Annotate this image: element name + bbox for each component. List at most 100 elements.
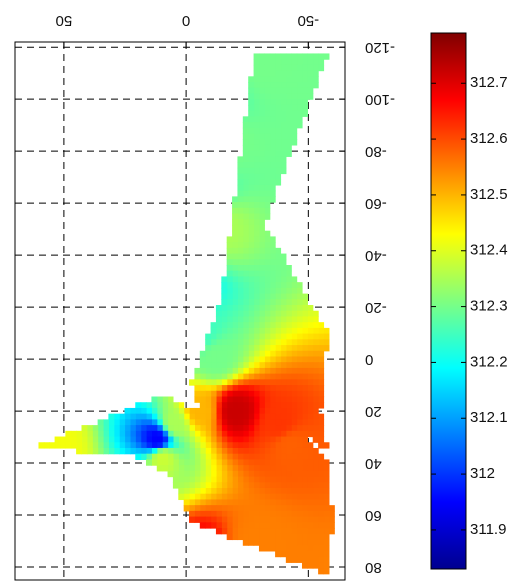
heatmap-cell (264, 270, 271, 278)
heatmap-cell (103, 436, 109, 443)
heatmap-cell (242, 242, 249, 249)
heatmap-cell (248, 270, 255, 278)
heatmap-cell (280, 287, 287, 295)
heatmap-cell (275, 367, 282, 375)
heatmap-cell (210, 350, 217, 358)
heatmap-cell (312, 505, 319, 512)
heatmap-cell (291, 453, 298, 461)
heatmap-cell (167, 465, 174, 472)
heatmap-cell (269, 545, 276, 552)
heatmap-cell (253, 533, 260, 541)
heatmap-cell (291, 127, 298, 135)
heatmap-cell (221, 305, 228, 312)
heatmap-cell (301, 528, 308, 535)
heatmap-cell (210, 373, 217, 380)
heatmap-cell (248, 196, 255, 203)
heatmap-cell (248, 207, 255, 215)
heatmap-cell (210, 465, 217, 472)
heatmap-cell (221, 459, 228, 466)
heatmap-cell (108, 430, 115, 438)
heatmap-cell (264, 545, 271, 552)
heatmap-cell (269, 76, 276, 83)
heatmap-cell (264, 322, 271, 329)
heatmap-cell (199, 459, 206, 466)
heatmap-cell (264, 447, 271, 455)
heatmap-cell (312, 459, 319, 466)
heatmap-cell (237, 419, 244, 426)
heatmap-cell (226, 305, 233, 312)
heatmap-cell (226, 247, 233, 255)
heatmap-cell (312, 350, 319, 358)
heatmap-cell (205, 487, 212, 495)
heatmap-cell (291, 276, 298, 283)
heatmap-cell (264, 213, 271, 220)
colorbar: 312.7312.6312.5312.4312.3312.2312.131231… (430, 32, 508, 570)
heatmap-cell (312, 436, 319, 443)
heatmap-cell (280, 419, 287, 426)
heatmap-cell (248, 493, 255, 501)
heatmap-cell (232, 259, 239, 266)
heatmap-cell (301, 333, 308, 340)
heatmap-cell (183, 442, 190, 449)
heatmap-cell (199, 425, 206, 432)
heatmap-cell (258, 385, 265, 392)
heatmap-cell (264, 316, 271, 323)
heatmap-cell (269, 430, 276, 438)
heatmap-cell (221, 510, 228, 518)
heatmap-cell (275, 385, 282, 392)
heatmap-cell (76, 436, 83, 443)
heatmap-cell (291, 339, 298, 346)
heatmap-cell (280, 425, 287, 432)
heatmap-cell (269, 470, 276, 478)
heatmap-cell (269, 407, 276, 415)
heatmap-cell (318, 482, 325, 489)
heatmap-cell (76, 442, 83, 449)
heatmap-cell (307, 476, 314, 483)
heatmap-cell (253, 87, 260, 95)
heatmap-cell (146, 419, 152, 426)
heatmap-cell (312, 425, 319, 432)
heatmap-cell (237, 447, 244, 455)
heatmap-cell (172, 447, 179, 455)
heatmap-cell (172, 442, 179, 449)
heatmap-cell (296, 379, 303, 386)
heatmap-cell (119, 442, 126, 449)
heatmap-cell (253, 53, 260, 60)
heatmap-cell (258, 150, 265, 157)
heatmap-cell (178, 487, 185, 495)
heatmap-cell (307, 59, 314, 66)
heatmap-cell (199, 390, 206, 398)
heatmap-cell (264, 367, 271, 375)
heatmap-cell (312, 447, 319, 455)
heatmap-cell (215, 453, 222, 461)
heatmap-cell (318, 516, 325, 523)
heatmap-cell (307, 499, 314, 506)
heatmap-cell (285, 459, 292, 466)
heatmap-cell (301, 562, 308, 569)
heatmap-cell (215, 362, 222, 369)
heatmap-cell (301, 430, 308, 438)
heatmap-cell (253, 224, 260, 232)
heatmap-cell (232, 253, 239, 260)
heatmap-cell (301, 350, 308, 358)
heatmap-cell (86, 436, 93, 443)
heatmap-cell (264, 345, 271, 352)
heatmap-cell (318, 505, 325, 512)
heatmap-cell (140, 419, 147, 426)
heatmap-cell (269, 522, 276, 529)
heatmap-cell (103, 419, 109, 426)
heatmap-cell (194, 493, 201, 501)
heatmap-cell (280, 139, 287, 146)
heatmap-cell (253, 493, 260, 501)
heatmap-cell (291, 93, 298, 100)
heatmap-cell (275, 436, 282, 443)
heatmap-cell (248, 156, 255, 163)
heatmap-cell (258, 476, 265, 483)
heatmap-cell (178, 413, 185, 420)
heatmap-cell (194, 367, 201, 375)
heatmap-cell (280, 82, 287, 89)
heatmap-cell (253, 413, 260, 420)
colorbar-tick-label: 312.4 (470, 242, 508, 259)
heatmap-cell (221, 499, 228, 506)
